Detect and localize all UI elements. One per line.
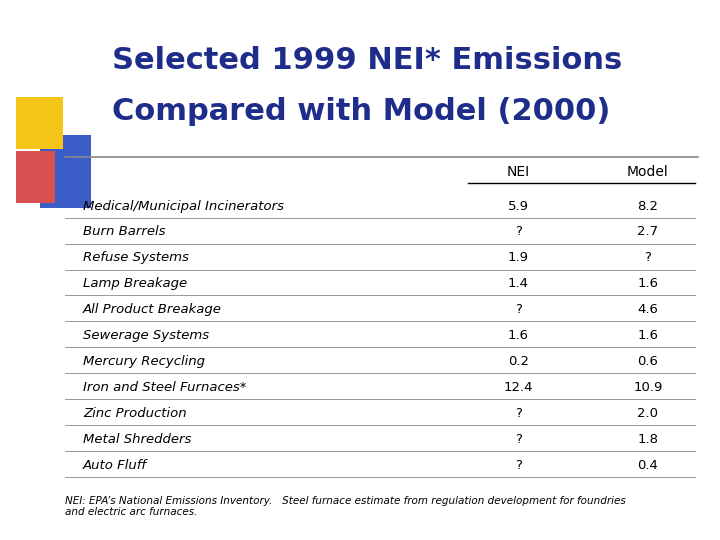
Text: Refuse Systems: Refuse Systems	[83, 252, 189, 265]
Text: NEI: NEI	[507, 165, 530, 179]
Bar	[16, 151, 55, 202]
Text: Sewerage Systems: Sewerage Systems	[83, 329, 209, 342]
Text: 1.6: 1.6	[637, 329, 659, 342]
Text: 0.6: 0.6	[638, 355, 658, 368]
Text: 12.4: 12.4	[504, 381, 533, 394]
Text: Selected 1999 NEI* Emissions: Selected 1999 NEI* Emissions	[112, 46, 622, 75]
Text: ?: ?	[515, 303, 522, 316]
Text: 8.2: 8.2	[637, 200, 659, 213]
Text: Compared with Model (2000): Compared with Model (2000)	[112, 97, 610, 126]
Text: 10.9: 10.9	[634, 381, 662, 394]
Text: 1.4: 1.4	[508, 278, 529, 291]
Text: 2.0: 2.0	[637, 407, 659, 420]
Text: Medical/Municipal Incinerators: Medical/Municipal Incinerators	[83, 200, 284, 213]
Text: ?: ?	[515, 459, 522, 472]
Text: Metal Shredders: Metal Shredders	[83, 433, 192, 446]
Text: 0.2: 0.2	[508, 355, 529, 368]
Text: Zinc Production: Zinc Production	[83, 407, 186, 420]
Text: Lamp Breakage: Lamp Breakage	[83, 278, 187, 291]
Text: Auto Fluff: Auto Fluff	[83, 459, 147, 472]
Text: ?: ?	[515, 433, 522, 446]
Text: 0.4: 0.4	[638, 459, 658, 472]
Text: 1.9: 1.9	[508, 252, 529, 265]
Text: 5.9: 5.9	[508, 200, 529, 213]
Text: 4.6: 4.6	[638, 303, 658, 316]
Text: ?: ?	[644, 252, 652, 265]
Text: 2.7: 2.7	[637, 226, 659, 239]
Text: 1.6: 1.6	[508, 329, 529, 342]
Text: NEI: EPA’s National Emissions Inventory.   Steel furnace estimate from regulatio: NEI: EPA’s National Emissions Inventory.…	[65, 496, 626, 517]
Text: All Product Breakage: All Product Breakage	[83, 303, 222, 316]
Bar	[40, 135, 91, 208]
Text: ?: ?	[515, 226, 522, 239]
Text: Mercury Recycling: Mercury Recycling	[83, 355, 204, 368]
Text: Iron and Steel Furnaces*: Iron and Steel Furnaces*	[83, 381, 246, 394]
Text: Model: Model	[627, 165, 669, 179]
Text: ?: ?	[515, 407, 522, 420]
Text: 1.8: 1.8	[637, 433, 659, 446]
Bar	[16, 97, 63, 149]
Text: 1.6: 1.6	[637, 278, 659, 291]
Text: Burn Barrels: Burn Barrels	[83, 226, 166, 239]
